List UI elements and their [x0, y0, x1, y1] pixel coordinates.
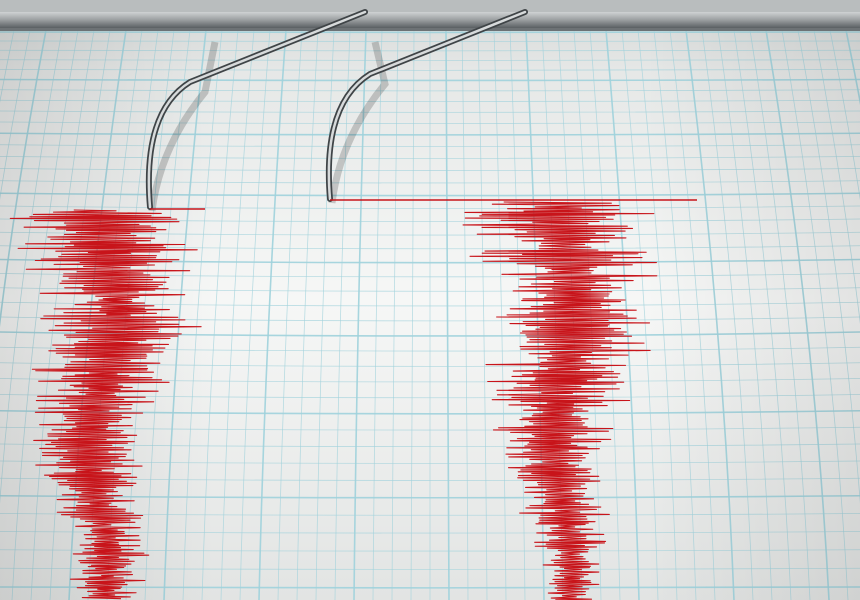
needle-shadow — [148, 41, 219, 212]
recording-needles — [145, 9, 528, 212]
needle-shadow — [328, 41, 389, 204]
seismic-traces — [9, 199, 697, 600]
needle-highlight — [147, 10, 367, 209]
needle-highlight — [327, 10, 527, 201]
top-rail — [0, 0, 860, 31]
seismic-trace — [462, 201, 658, 600]
seismic-trace — [9, 209, 202, 600]
